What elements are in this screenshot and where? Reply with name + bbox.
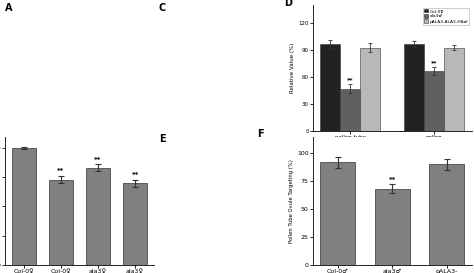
- Bar: [123, 183, 147, 265]
- Legend: Col-0♀, ala3♂, pALA3-ALA3-HA♂: Col-0♀, ala3♂, pALA3-ALA3-HA♂: [423, 8, 469, 25]
- Text: **: **: [389, 177, 396, 183]
- Y-axis label: Relative Value (%): Relative Value (%): [291, 43, 295, 93]
- Bar: [340, 89, 360, 131]
- Text: **: **: [347, 78, 354, 83]
- Text: D: D: [284, 0, 292, 8]
- Bar: [320, 162, 356, 265]
- Bar: [86, 168, 110, 265]
- Text: **: **: [431, 61, 438, 66]
- Bar: [404, 44, 424, 131]
- Text: F: F: [257, 129, 264, 139]
- Bar: [374, 189, 410, 265]
- Text: C: C: [159, 3, 166, 13]
- Bar: [360, 48, 381, 131]
- Bar: [49, 180, 73, 265]
- Y-axis label: Pollen Tube Ovule Targeting (%): Pollen Tube Ovule Targeting (%): [289, 159, 294, 243]
- Bar: [11, 148, 36, 265]
- Bar: [444, 48, 465, 131]
- Text: A: A: [5, 3, 12, 13]
- Text: **: **: [57, 168, 64, 174]
- Bar: [424, 71, 444, 131]
- Text: **: **: [94, 157, 101, 163]
- Text: E: E: [159, 134, 165, 144]
- Bar: [429, 164, 465, 265]
- Text: **: **: [132, 172, 139, 178]
- Bar: [320, 44, 340, 131]
